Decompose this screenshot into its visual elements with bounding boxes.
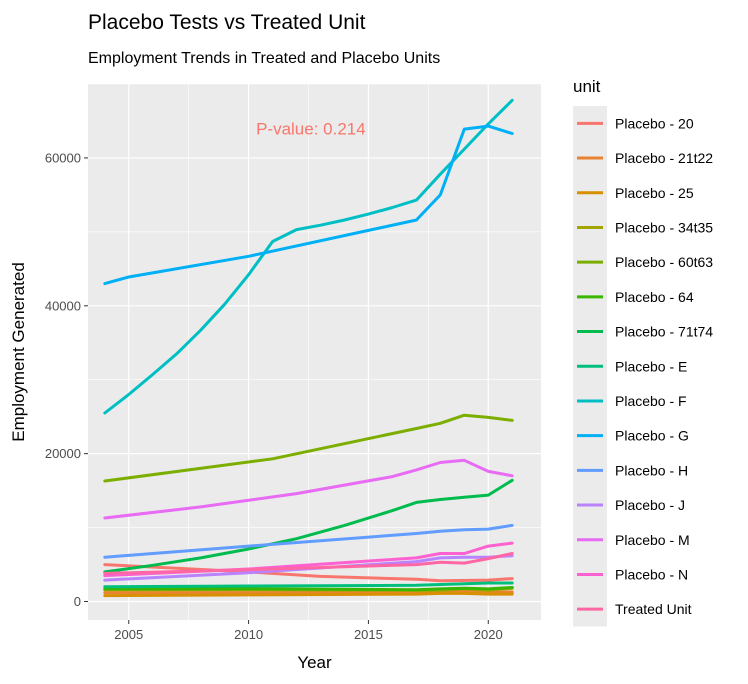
series-line-10 [103,523,514,559]
series-line-2 [103,591,514,598]
x-tick-label: 2005 [114,627,143,642]
series-line-14 [103,552,514,575]
minor-gridlines [88,83,541,620]
chart-title: Placebo Tests vs Treated Unit [88,11,366,34]
series-line-6 [103,478,514,574]
legend-label: Placebo - 25 [615,185,694,201]
series-line-4 [103,413,514,483]
x-axis: 2005 2010 2015 2020 [114,620,503,642]
legend: unit Placebo - 20 Placebo - 21t22 Placebo … [573,77,713,627]
legend-label: Placebo - 60t63 [615,254,713,270]
y-axis: 0 20000 40000 60000 [45,150,88,609]
series-line-9 [103,124,514,286]
series-line-12 [103,458,514,520]
p-value-annotation: P-value: 0.214 [256,119,366,138]
legend-title: unit [573,77,601,96]
legend-label: Placebo - J [615,497,685,513]
legend-label: Placebo - G [615,428,689,444]
y-tick-label: 60000 [45,150,81,165]
y-tick-label: 0 [74,594,81,609]
legend-label: Placebo - 71t74 [615,324,713,340]
series-lines [103,98,514,598]
legend-label: Placebo - 64 [615,289,694,305]
legend-label: Placebo - E [615,358,687,374]
legend-label: Placebo - N [615,566,688,582]
legend-label: Placebo - 21t22 [615,150,713,166]
legend-label: Placebo - M [615,532,690,548]
legend-label: Placebo - F [615,393,687,409]
y-tick-label: 20000 [45,446,81,461]
major-gridlines [88,84,541,620]
y-axis-title: Employment Generated [9,262,28,442]
legend-label: Placebo - H [615,462,688,478]
legend-label: Treated Unit [615,601,692,617]
series-line-5 [103,586,514,592]
x-axis-title: Year [297,653,332,672]
legend-label: Placebo - 34t35 [615,219,713,235]
chart-subtitle: Employment Trends in Treated and Placebo… [88,50,440,67]
x-tick-label: 2020 [474,627,503,642]
x-tick-label: 2015 [354,627,383,642]
legend-label: Placebo - 20 [615,115,694,131]
plot-panel [88,84,541,620]
y-tick-label: 40000 [45,298,81,313]
series-line-7 [103,581,514,589]
series-line-8 [103,98,514,415]
x-tick-label: 2010 [234,627,263,642]
